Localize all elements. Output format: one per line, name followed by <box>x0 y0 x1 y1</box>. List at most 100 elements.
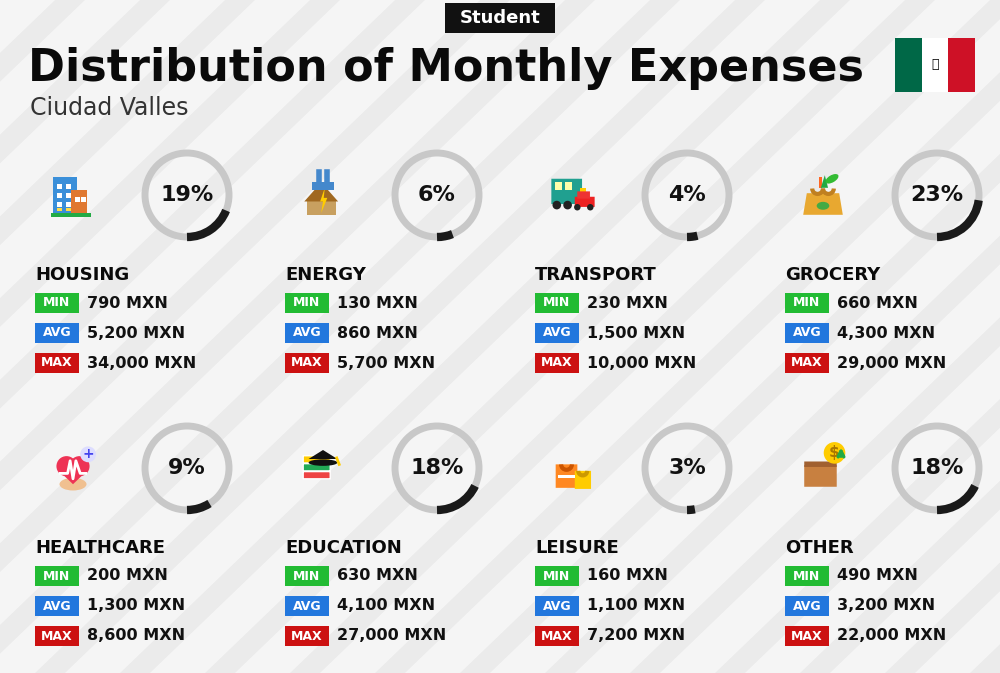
Text: MAX: MAX <box>541 357 573 369</box>
Text: MIN: MIN <box>793 569 821 583</box>
Text: AVG: AVG <box>543 600 571 612</box>
Text: MIN: MIN <box>293 569 321 583</box>
Polygon shape <box>405 0 1000 673</box>
FancyBboxPatch shape <box>535 626 579 646</box>
Text: MIN: MIN <box>43 297 71 310</box>
Text: AVG: AVG <box>793 326 821 339</box>
Text: 130 MXN: 130 MXN <box>337 295 418 310</box>
Text: 18%: 18% <box>410 458 464 478</box>
Polygon shape <box>309 450 337 459</box>
Bar <box>580 188 586 206</box>
Circle shape <box>552 201 561 209</box>
FancyBboxPatch shape <box>303 464 330 471</box>
FancyBboxPatch shape <box>35 566 79 586</box>
Polygon shape <box>320 188 327 213</box>
Bar <box>57 207 62 211</box>
FancyBboxPatch shape <box>556 464 577 488</box>
Text: MIN: MIN <box>43 569 71 583</box>
Polygon shape <box>304 182 338 201</box>
FancyBboxPatch shape <box>535 323 579 343</box>
Polygon shape <box>745 0 1000 673</box>
Text: Ciudad Valles: Ciudad Valles <box>30 96 188 120</box>
Ellipse shape <box>826 174 838 184</box>
Bar <box>895 38 922 92</box>
FancyBboxPatch shape <box>303 456 330 463</box>
Text: MIN: MIN <box>543 297 571 310</box>
Text: 1,300 MXN: 1,300 MXN <box>87 598 185 614</box>
Bar <box>948 38 975 92</box>
Polygon shape <box>830 0 1000 673</box>
Text: Student: Student <box>460 9 540 27</box>
Text: MAX: MAX <box>41 357 73 369</box>
Text: MAX: MAX <box>541 629 573 643</box>
Bar <box>66 202 71 207</box>
FancyBboxPatch shape <box>535 566 579 586</box>
Text: +: + <box>82 448 94 461</box>
FancyBboxPatch shape <box>285 353 329 373</box>
FancyBboxPatch shape <box>785 626 829 646</box>
Text: TRANSPORT: TRANSPORT <box>535 266 657 284</box>
Polygon shape <box>307 201 336 215</box>
Text: 4,300 MXN: 4,300 MXN <box>837 326 935 341</box>
Text: 1,100 MXN: 1,100 MXN <box>587 598 685 614</box>
Bar <box>558 475 575 478</box>
Text: 790 MXN: 790 MXN <box>87 295 168 310</box>
Text: 4,100 MXN: 4,100 MXN <box>337 598 435 614</box>
Text: 230 MXN: 230 MXN <box>587 295 668 310</box>
Text: 34,000 MXN: 34,000 MXN <box>87 355 196 371</box>
Bar <box>66 184 71 189</box>
Polygon shape <box>150 0 905 673</box>
FancyBboxPatch shape <box>285 323 329 343</box>
Text: 19%: 19% <box>160 185 214 205</box>
Circle shape <box>824 442 845 464</box>
Bar <box>75 197 80 202</box>
Text: HEALTHCARE: HEALTHCARE <box>35 539 165 557</box>
Text: 22,000 MXN: 22,000 MXN <box>837 629 946 643</box>
Text: OTHER: OTHER <box>785 539 854 557</box>
Text: MIN: MIN <box>543 569 571 583</box>
Bar <box>565 182 572 190</box>
Text: GROCERY: GROCERY <box>785 266 880 284</box>
Text: 660 MXN: 660 MXN <box>837 295 918 310</box>
Polygon shape <box>821 175 828 188</box>
Text: MAX: MAX <box>791 629 823 643</box>
FancyBboxPatch shape <box>35 353 79 373</box>
Text: MAX: MAX <box>291 629 323 643</box>
Ellipse shape <box>309 460 337 466</box>
Bar <box>555 182 562 190</box>
FancyBboxPatch shape <box>35 323 79 343</box>
Text: 10,000 MXN: 10,000 MXN <box>587 355 696 371</box>
Polygon shape <box>490 0 1000 673</box>
Circle shape <box>574 204 581 211</box>
Circle shape <box>56 456 77 476</box>
Text: 4%: 4% <box>668 185 706 205</box>
Bar <box>57 184 62 189</box>
Text: AVG: AVG <box>43 326 71 339</box>
Polygon shape <box>0 0 225 673</box>
FancyBboxPatch shape <box>535 293 579 313</box>
FancyBboxPatch shape <box>285 626 329 646</box>
Text: AVG: AVG <box>543 326 571 339</box>
Text: AVG: AVG <box>43 600 71 612</box>
Ellipse shape <box>817 202 829 210</box>
Bar <box>53 177 77 213</box>
Text: 200 MXN: 200 MXN <box>87 569 168 583</box>
FancyBboxPatch shape <box>35 626 79 646</box>
Text: 29,000 MXN: 29,000 MXN <box>837 355 946 371</box>
FancyBboxPatch shape <box>575 471 591 489</box>
FancyBboxPatch shape <box>804 465 837 487</box>
Text: 🦅: 🦅 <box>931 59 939 71</box>
Text: AVG: AVG <box>793 600 821 612</box>
Text: 5,200 MXN: 5,200 MXN <box>87 326 185 341</box>
FancyBboxPatch shape <box>804 462 837 467</box>
Polygon shape <box>0 0 650 673</box>
FancyBboxPatch shape <box>785 353 829 373</box>
Text: MIN: MIN <box>293 297 321 310</box>
Bar <box>81 197 86 202</box>
Polygon shape <box>58 470 88 484</box>
Polygon shape <box>660 0 1000 673</box>
Text: ENERGY: ENERGY <box>285 266 366 284</box>
Text: AVG: AVG <box>293 600 321 612</box>
Text: 23%: 23% <box>910 185 964 205</box>
Bar <box>819 177 822 188</box>
